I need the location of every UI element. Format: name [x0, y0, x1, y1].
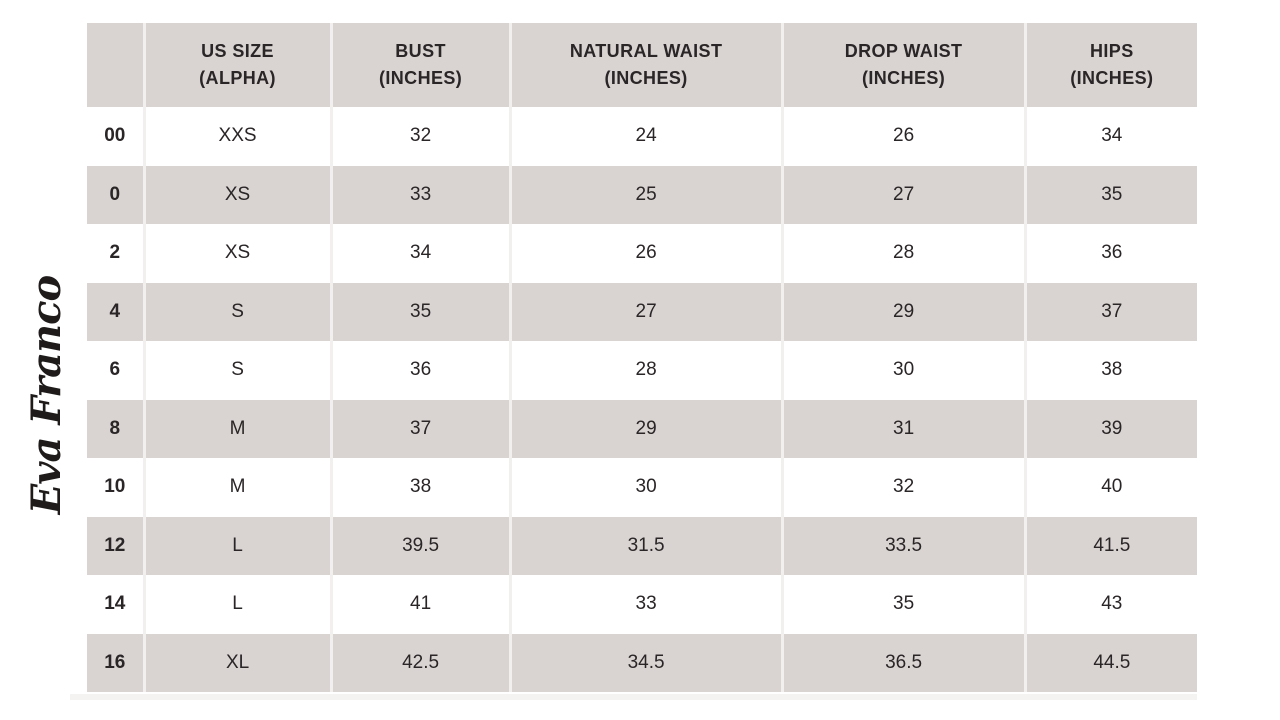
cell-drop-waist-inches: 29: [782, 282, 1027, 341]
cell-alpha-size: XS: [144, 165, 333, 224]
cell-alpha-size: XL: [144, 633, 333, 692]
cell-bust-inches: 32: [331, 107, 512, 166]
size-chart-table-container: US SIZE (ALPHA) BUST (INCHES) NATURAL WA…: [87, 23, 1197, 692]
cell-us-size: 10: [87, 458, 146, 517]
column-header-natural-waist: NATURAL WAIST (INCHES): [510, 23, 784, 107]
cell-drop-waist-inches: 36.5: [782, 633, 1027, 692]
cell-alpha-size: XS: [144, 224, 333, 283]
cell-natural-waist-inches: 26: [510, 224, 784, 283]
cell-us-size: 4: [87, 282, 146, 341]
cell-us-size: 12: [87, 516, 146, 575]
column-header-text: HIPS: [1090, 41, 1134, 61]
column-header-hips: HIPS (INCHES): [1025, 23, 1197, 107]
cell-bust-inches: 42.5: [331, 633, 512, 692]
table-row: 0 XS 33 25 27 35: [87, 165, 1197, 224]
table-row: 10 M 38 30 32 40: [87, 458, 1197, 517]
column-header-text: DROP WAIST: [844, 41, 963, 61]
cell-drop-waist-inches: 33.5: [782, 516, 1027, 575]
cell-hips-inches: 35: [1025, 165, 1197, 224]
table-row: 6 S 36 28 30 38: [87, 341, 1197, 400]
column-header-text: NATURAL WAIST: [569, 41, 723, 61]
cell-bust-inches: 41: [331, 575, 512, 634]
column-header-text: BUST: [395, 41, 446, 61]
table-row: 8 M 37 29 31 39: [87, 399, 1197, 458]
cell-natural-waist-inches: 31.5: [510, 516, 784, 575]
size-chart-table: US SIZE (ALPHA) BUST (INCHES) NATURAL WA…: [87, 23, 1197, 692]
cell-drop-waist-inches: 32: [782, 458, 1027, 517]
brand-logo-signature: Eva Franco: [22, 275, 70, 515]
cell-alpha-size: M: [144, 458, 333, 517]
cell-bust-inches: 37: [331, 399, 512, 458]
column-header-alpha-size: US SIZE (ALPHA): [144, 23, 333, 107]
cell-us-size: 6: [87, 341, 146, 400]
cell-hips-inches: 36: [1025, 224, 1197, 283]
cell-us-size: 8: [87, 399, 146, 458]
cell-natural-waist-inches: 28: [510, 341, 784, 400]
cell-bust-inches: 33: [331, 165, 512, 224]
column-header-bust: BUST (INCHES): [331, 23, 512, 107]
cell-natural-waist-inches: 34.5: [510, 633, 784, 692]
column-header-us-size: [87, 23, 146, 107]
cell-alpha-size: S: [144, 341, 333, 400]
table-row: 12 L 39.5 31.5 33.5 41.5: [87, 516, 1197, 575]
table-header: US SIZE (ALPHA) BUST (INCHES) NATURAL WA…: [87, 23, 1197, 107]
column-header-text: (INCHES): [378, 68, 463, 88]
cell-natural-waist-inches: 29: [510, 399, 784, 458]
cell-alpha-size: M: [144, 399, 333, 458]
cell-hips-inches: 37: [1025, 282, 1197, 341]
cell-alpha-size: L: [144, 516, 333, 575]
cell-alpha-size: L: [144, 575, 333, 634]
cell-bust-inches: 34: [331, 224, 512, 283]
column-header-drop-waist: DROP WAIST (INCHES): [782, 23, 1027, 107]
cell-natural-waist-inches: 33: [510, 575, 784, 634]
cell-natural-waist-inches: 24: [510, 107, 784, 166]
cell-hips-inches: 44.5: [1025, 633, 1197, 692]
cell-hips-inches: 39: [1025, 399, 1197, 458]
cell-us-size: 0: [87, 165, 146, 224]
cell-alpha-size: XXS: [144, 107, 333, 166]
column-header-text: (ALPHA): [199, 68, 276, 88]
cell-natural-waist-inches: 30: [510, 458, 784, 517]
cell-natural-waist-inches: 27: [510, 282, 784, 341]
table-row: 16 XL 42.5 34.5 36.5 44.5: [87, 633, 1197, 692]
table-row: 4 S 35 27 29 37: [87, 282, 1197, 341]
table-row: 00 XXS 32 24 26 34: [87, 107, 1197, 166]
cell-hips-inches: 41.5: [1025, 516, 1197, 575]
cell-bust-inches: 36: [331, 341, 512, 400]
column-header-text: (INCHES): [604, 68, 688, 88]
cell-drop-waist-inches: 35: [782, 575, 1027, 634]
cell-hips-inches: 38: [1025, 341, 1197, 400]
cell-drop-waist-inches: 27: [782, 165, 1027, 224]
cell-us-size: 2: [87, 224, 146, 283]
table-bottom-shadow: [70, 694, 1197, 700]
column-header-text: US SIZE: [201, 41, 274, 61]
cell-alpha-size: S: [144, 282, 333, 341]
table-row: 14 L 41 33 35 43: [87, 575, 1197, 634]
cell-natural-waist-inches: 25: [510, 165, 784, 224]
cell-drop-waist-inches: 26: [782, 107, 1027, 166]
cell-hips-inches: 43: [1025, 575, 1197, 634]
column-header-text: (INCHES): [1070, 68, 1154, 88]
cell-us-size: 14: [87, 575, 146, 634]
cell-drop-waist-inches: 30: [782, 341, 1027, 400]
cell-drop-waist-inches: 31: [782, 399, 1027, 458]
cell-hips-inches: 40: [1025, 458, 1197, 517]
cell-us-size: 16: [87, 633, 146, 692]
cell-hips-inches: 34: [1025, 107, 1197, 166]
cell-drop-waist-inches: 28: [782, 224, 1027, 283]
cell-us-size: 00: [87, 107, 146, 166]
size-table-body: 00 XXS 32 24 26 34 0 XS 33 25 27 35 2 XS 34 26 28 36 4 S 35 2…: [87, 107, 1197, 692]
column-header-text: (INCHES): [861, 68, 946, 88]
cell-bust-inches: 39.5: [331, 516, 512, 575]
table-row: 2 XS 34 26 28 36: [87, 224, 1197, 283]
header-row: US SIZE (ALPHA) BUST (INCHES) NATURAL WA…: [87, 23, 1197, 107]
cell-bust-inches: 35: [331, 282, 512, 341]
cell-bust-inches: 38: [331, 458, 512, 517]
